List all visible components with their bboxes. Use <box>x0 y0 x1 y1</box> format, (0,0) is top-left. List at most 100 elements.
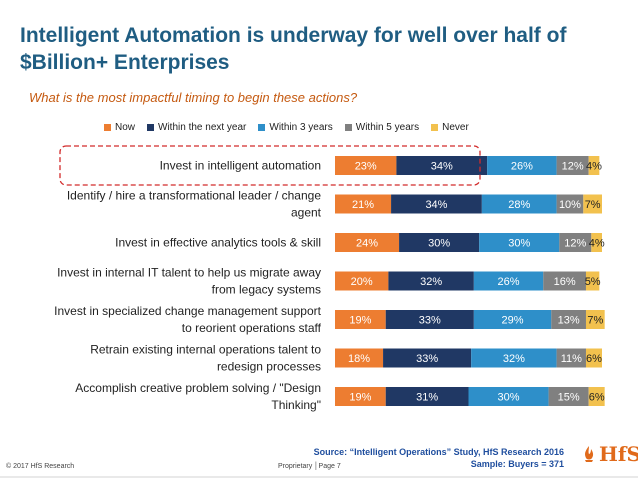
data-label: 20% <box>351 276 373 288</box>
data-label: 19% <box>349 315 371 327</box>
bar-segment <box>399 233 480 252</box>
category-label-line: redesign processes <box>217 360 321 374</box>
data-label: 32% <box>420 276 442 288</box>
category-label-line: Identify / hire a transformational leade… <box>67 189 321 203</box>
bar-segment <box>556 156 589 175</box>
category-label: Identify / hire a transformational leade… <box>67 189 322 220</box>
data-label: 33% <box>416 353 438 365</box>
bar-segment <box>383 348 472 368</box>
bar-segment <box>548 387 589 406</box>
data-label: 26% <box>511 161 533 173</box>
hfs-logo: HfS <box>582 442 638 466</box>
data-label: 4% <box>589 238 605 250</box>
source-text: Source: “Intelligent Operations” Study, … <box>313 447 564 457</box>
proprietary-page-text: Proprietary │Page 7 <box>278 463 341 470</box>
highlight-box <box>59 145 481 186</box>
category-label: Retrain existing internal operations tal… <box>90 343 321 374</box>
bar-segment <box>473 310 552 329</box>
logo-text: HfS <box>599 442 638 466</box>
bar-segment <box>556 348 586 368</box>
bar-segment <box>335 387 386 406</box>
category-label: Invest in effective analytics tools & sk… <box>115 236 321 250</box>
data-label: 16% <box>554 276 576 288</box>
category-label-line: Thinking" <box>271 398 321 412</box>
category-label-line: agent <box>291 206 322 220</box>
logo-flame-icon <box>585 446 594 462</box>
data-label: 4% <box>586 161 602 173</box>
bar-segment <box>585 271 600 291</box>
chart-legend: Now Within the next year Within 3 years … <box>104 122 469 133</box>
legend-item-now: Now <box>104 122 135 133</box>
bar-segment <box>335 271 389 291</box>
data-label: 26% <box>498 276 520 288</box>
bar-segment <box>585 348 602 368</box>
category-label-line: from legacy systems <box>212 283 321 297</box>
data-label: 13% <box>558 315 580 327</box>
data-label: 6% <box>589 392 605 404</box>
data-label: 12% <box>562 161 584 173</box>
data-label: 6% <box>586 353 602 365</box>
bar-segment <box>588 156 600 175</box>
bar-segment <box>481 194 557 214</box>
legend-swatch-within-next-year <box>147 124 155 131</box>
legend-item-within-3-years: Within 3 years <box>258 122 333 133</box>
data-label: 12% <box>564 238 586 250</box>
bar-segment <box>385 310 474 329</box>
bar-segment <box>473 271 544 291</box>
page-title: Intelligent Automation is underway for w… <box>20 24 567 74</box>
data-label: 15% <box>558 392 580 404</box>
bar-segment <box>335 310 386 329</box>
bar-segment <box>391 194 482 214</box>
bar-segment <box>583 194 602 214</box>
sample-text: Sample: Buyers = 371 <box>470 459 564 469</box>
legend-label-within-3-years: Within 3 years <box>269 122 333 133</box>
data-label: 31% <box>416 392 438 404</box>
bar-segment <box>543 271 586 291</box>
bar-segment <box>396 156 488 175</box>
chart-question: What is the most impactful timing to beg… <box>29 90 358 105</box>
bar-segment <box>335 233 400 252</box>
data-label: 19% <box>349 392 371 404</box>
legend-label-never: Never <box>442 122 469 133</box>
bar-segment <box>487 156 557 175</box>
category-label: Invest in internal IT talent to help us … <box>57 266 321 297</box>
legend-swatch-within-3-years <box>258 124 266 131</box>
data-label: 30% <box>498 392 520 404</box>
data-label: 28% <box>508 199 530 211</box>
stacked-bar-chart: Invest in intelligent automation 23% 34% 26… <box>54 145 605 412</box>
data-label: 30% <box>508 238 530 250</box>
category-label-line: Invest in effective analytics tools & sk… <box>115 236 321 250</box>
legend-item-never: Never <box>431 122 469 133</box>
data-label: 5% <box>585 276 601 288</box>
category-label-line: Invest in internal IT talent to help us … <box>57 266 321 280</box>
bottom-divider <box>0 476 638 478</box>
data-label: 34% <box>425 199 447 211</box>
bar-segment <box>559 233 592 252</box>
category-label-line: to reorient operations staff <box>182 321 322 335</box>
bar-segment <box>479 233 560 252</box>
bar-segment <box>335 194 392 214</box>
data-label: 29% <box>502 315 524 327</box>
data-label: 21% <box>352 199 374 211</box>
category-label-line: Invest in specialized change management … <box>54 304 321 318</box>
bar-segment <box>556 194 584 214</box>
bar-segment <box>588 387 605 406</box>
bar-segment <box>388 271 474 291</box>
category-label: Invest in specialized change management … <box>54 304 322 335</box>
legend-label-within-5-years: Within 5 years <box>355 122 420 133</box>
bar-segment <box>471 348 557 368</box>
source-note: Source: “Intelligent Operations” Study, … <box>314 446 564 470</box>
data-label: 11% <box>561 353 582 365</box>
category-label-line: Accomplish creative problem solving / "D… <box>75 381 321 395</box>
legend-item-within-next-year: Within the next year <box>147 122 246 133</box>
bar-segment <box>385 387 469 406</box>
bar-segment <box>468 387 549 406</box>
legend-item-within-5-years: Within 5 years <box>344 122 420 133</box>
data-label: 7% <box>585 199 601 211</box>
bar-segment <box>585 310 605 329</box>
legend-swatch-now <box>104 124 111 131</box>
data-label: 30% <box>428 238 450 250</box>
category-label-line: Retrain existing internal operations tal… <box>90 343 321 357</box>
data-label: 18% <box>348 353 370 365</box>
legend-swatch-never <box>431 124 439 131</box>
